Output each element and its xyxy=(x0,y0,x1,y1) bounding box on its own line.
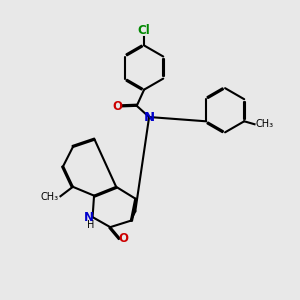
Text: CH₃: CH₃ xyxy=(255,119,273,129)
Text: O: O xyxy=(118,232,128,245)
Text: CH₃: CH₃ xyxy=(40,192,59,203)
Text: N: N xyxy=(144,110,155,124)
Text: Cl: Cl xyxy=(138,24,151,37)
Text: N: N xyxy=(84,211,94,224)
Text: H: H xyxy=(86,220,94,230)
Text: O: O xyxy=(112,100,123,113)
